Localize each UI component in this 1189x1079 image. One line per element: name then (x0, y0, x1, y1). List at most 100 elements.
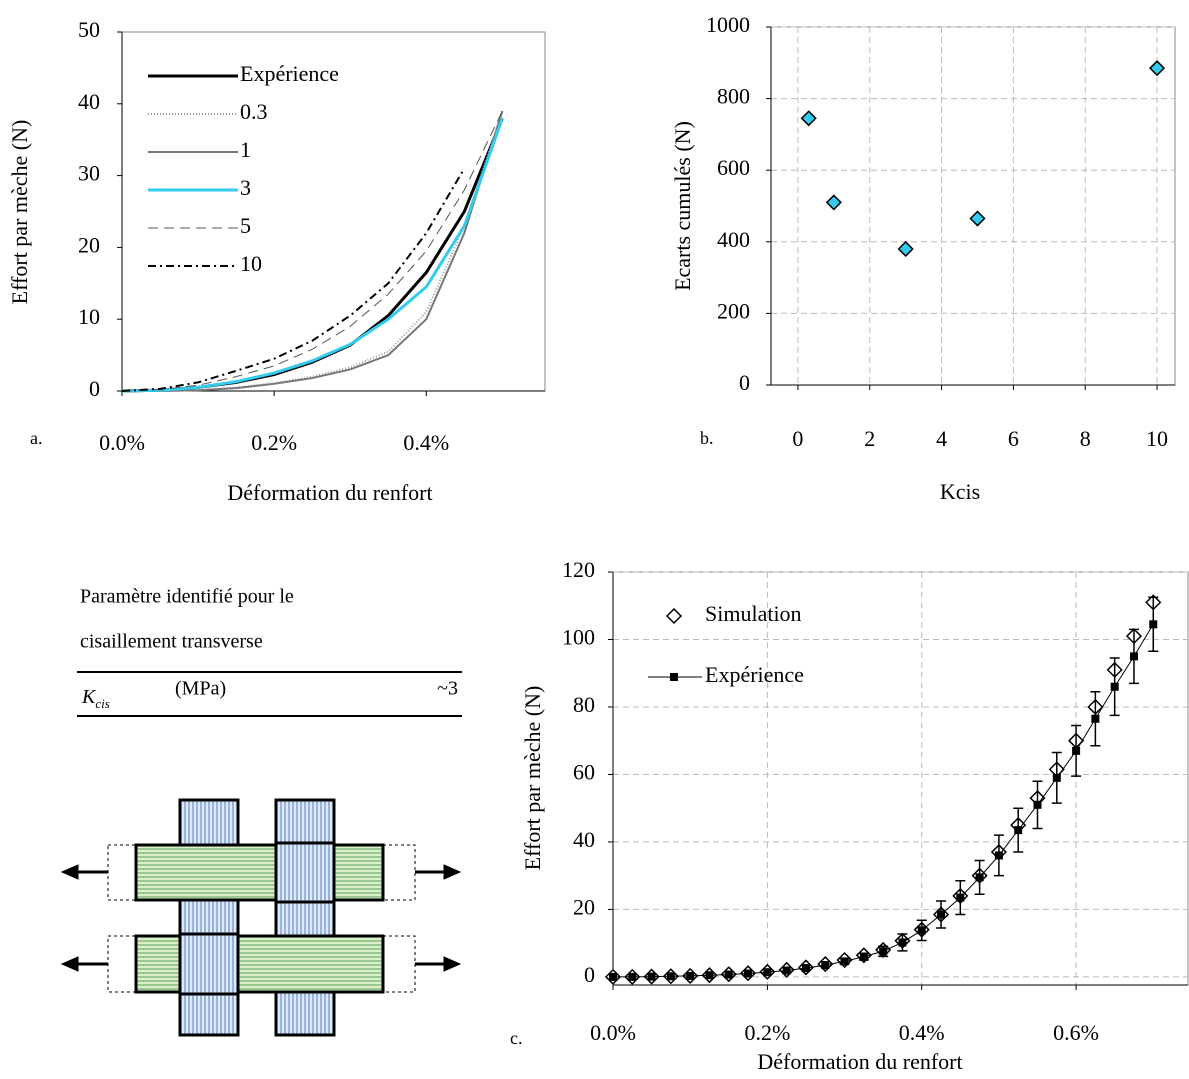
y-tick-label: 100 (562, 625, 595, 650)
y-tick-label: 80 (573, 692, 595, 717)
marker (670, 673, 678, 681)
legend-label: Expérience (240, 61, 339, 86)
legend-label: 1 (240, 137, 251, 162)
legend-label: Simulation (705, 601, 802, 626)
warp-crossing (178, 932, 240, 996)
panel-label: c. (510, 1028, 523, 1048)
x-tick-label: 0.0% (590, 1020, 636, 1045)
table-header: cisaillement transverse (80, 631, 263, 653)
marker (665, 607, 683, 625)
marker (859, 952, 868, 961)
x-tick-label: 0 (792, 426, 803, 451)
symbol: K (81, 686, 97, 708)
subscript: cis (95, 696, 109, 711)
marker (1033, 800, 1042, 809)
x-tick-label: 8 (1080, 426, 1091, 451)
marker (898, 938, 907, 947)
x-axis-label: Kcis (940, 479, 980, 504)
marker (609, 972, 617, 981)
y-tick-label: 0 (89, 376, 100, 401)
y-tick-label: 20 (78, 232, 100, 257)
y-tick-label: 30 (78, 161, 100, 186)
marker (1072, 746, 1081, 755)
x-tick-label: 6 (1008, 426, 1019, 451)
y-tick-label: 50 (78, 17, 100, 42)
marker (975, 873, 984, 882)
x-tick-label: 0.4% (899, 1020, 945, 1045)
arrow-head (60, 956, 79, 972)
y-tick-label: 40 (78, 89, 100, 114)
arrow-head (60, 864, 79, 880)
marker (1149, 620, 1158, 629)
x-tick-label: 2 (864, 426, 875, 451)
y-tick-label: 60 (573, 759, 595, 784)
y-tick-label: 10 (78, 304, 100, 329)
table-symbol: Kcis (81, 686, 110, 711)
table-header: Paramètre identifié pour le (80, 586, 294, 608)
marker (801, 964, 810, 973)
marker (666, 972, 675, 981)
marker (969, 210, 986, 227)
weft-yarn (134, 934, 385, 994)
table-value: ~3 (437, 678, 458, 700)
marker (800, 110, 817, 127)
x-tick-label: 0.6% (1053, 1020, 1099, 1045)
y-tick-label: 0 (739, 370, 750, 395)
y-tick-label: 800 (717, 84, 750, 109)
table-unit: (MPa) (175, 678, 226, 700)
y-axis-label: Effort par mèche (N) (7, 120, 32, 305)
marker (763, 968, 772, 977)
y-axis-label: Ecarts cumulés (N) (670, 121, 695, 291)
dashed-extension (107, 844, 137, 901)
warp-yarn (274, 798, 336, 1037)
marker (917, 926, 926, 935)
x-axis-label: Déformation du renfort (227, 480, 432, 505)
x-tick-label: 0.2% (251, 430, 297, 455)
y-tick-label: 400 (717, 227, 750, 252)
marker (956, 893, 965, 902)
x-tick-label: 4 (936, 426, 947, 451)
dashed-extension (107, 935, 137, 993)
marker (1110, 682, 1119, 691)
marker (1052, 773, 1061, 782)
marker (686, 971, 695, 980)
y-tick-label: 600 (717, 155, 750, 180)
marker (879, 947, 888, 956)
marker (647, 972, 656, 981)
x-axis-label: Déformation du renfort (757, 1049, 962, 1074)
y-tick-label: 20 (573, 894, 595, 919)
marker (724, 970, 733, 979)
dashed-extension (382, 935, 416, 993)
x-tick-label: 0.0% (99, 430, 145, 455)
marker (705, 971, 714, 980)
plot-frame (612, 571, 1189, 986)
marker (1148, 60, 1166, 77)
y-tick-label: 0 (584, 962, 595, 987)
marker (1129, 652, 1138, 661)
legend-label: 0.3 (240, 99, 268, 124)
series-line (121, 110, 503, 392)
marker (744, 969, 753, 978)
x-tick-label: 0.4% (403, 430, 449, 455)
marker (628, 972, 637, 981)
marker (1014, 826, 1023, 835)
marker (825, 194, 842, 211)
marker (897, 240, 914, 258)
marker (782, 966, 791, 975)
dashed-extension (382, 844, 416, 901)
marker (994, 851, 1003, 860)
y-tick-label: 1000 (706, 12, 750, 37)
legend-label: 10 (240, 251, 262, 276)
x-tick-label: 0.2% (744, 1020, 790, 1045)
parameter-table: Paramètre identifié pour le cisaillement… (77, 586, 462, 717)
weave-diagram (60, 798, 462, 1037)
y-tick-label: 120 (562, 557, 595, 582)
arrow-head (443, 956, 462, 972)
legend-label: 3 (240, 175, 251, 200)
marker (937, 910, 946, 919)
warp-crossing (274, 841, 336, 904)
panel-label: b. (700, 428, 714, 448)
warp-yarn (178, 798, 240, 1037)
